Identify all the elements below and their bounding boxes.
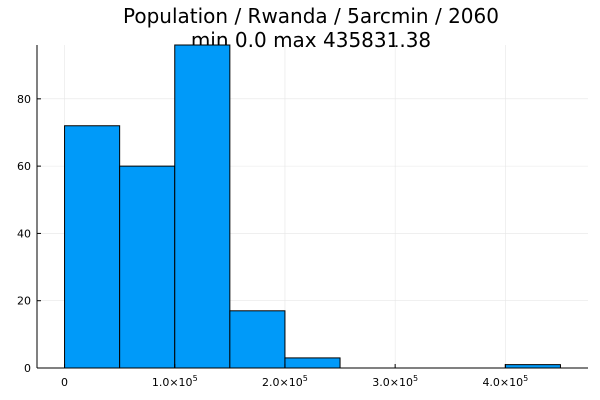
- x-tick-exponent: 5: [523, 374, 528, 383]
- x-tick-label: 1.0×105: [152, 374, 198, 389]
- histogram-bar: [504, 364, 561, 369]
- x-tick-exponent: 5: [303, 374, 308, 383]
- histogram-bar: [174, 44, 231, 369]
- x-tick-label: 3.0×105: [372, 374, 418, 389]
- y-tick-label: 40: [17, 227, 31, 240]
- histogram-bar: [229, 310, 286, 369]
- chart-title: Population / Rwanda / 5arcmin / 2060: [123, 4, 499, 28]
- x-tick-exponent: 5: [413, 374, 418, 383]
- x-tick-label: 0: [61, 376, 68, 389]
- y-tick-label: 20: [17, 295, 31, 308]
- y-tick-label: 60: [17, 160, 31, 173]
- x-tick-label: 2.0×105: [262, 374, 308, 389]
- ticks-layer: 0 1.0×105 2.0×105 3.0×105 4.0×105 0 20 40 60 80: [17, 93, 528, 389]
- histogram-bar: [284, 357, 341, 369]
- histogram-bar: [64, 125, 121, 369]
- x-tick-label: 4.0×105: [482, 374, 528, 389]
- histogram-bar: [119, 165, 176, 369]
- chart-subtitle: min 0.0 max 435831.38: [191, 28, 431, 52]
- y-tick-label: 0: [24, 362, 31, 375]
- bars-layer: [64, 44, 561, 369]
- y-tick-label: 80: [17, 93, 31, 106]
- x-tick-exponent: 5: [193, 374, 198, 383]
